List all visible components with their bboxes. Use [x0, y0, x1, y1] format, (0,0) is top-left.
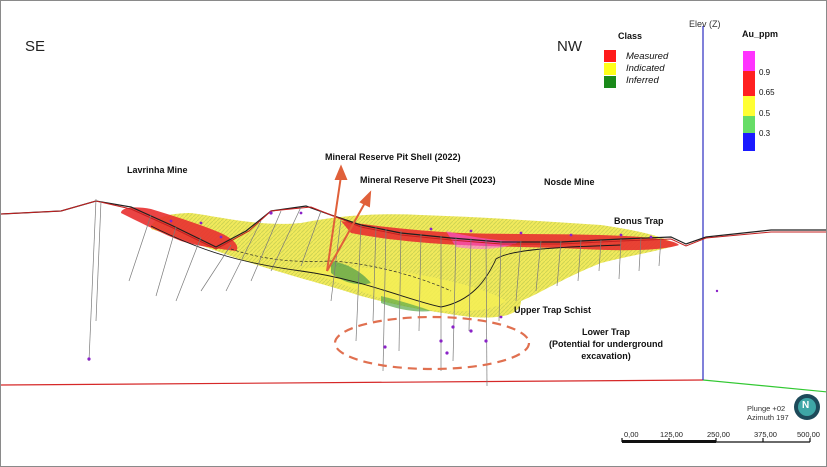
lower-trap-title: Lower Trap	[581, 327, 630, 337]
elevation-axis-label: Elev (Z)	[689, 19, 721, 29]
label-pit-shell-2023: Mineral Reserve Pit Shell (2023)	[360, 175, 496, 185]
class-legend-title: Class	[618, 31, 643, 41]
grade-label-1: 0.65	[759, 88, 775, 97]
grade-swatch-2	[743, 96, 755, 116]
drillholes	[88, 198, 662, 387]
scale-tick-4: 500,00	[797, 430, 820, 439]
label-bonus-trap: Bonus Trap	[614, 216, 664, 226]
scale-tick-3: 375,00	[754, 430, 777, 439]
class-label-indicated: Indicated	[626, 63, 665, 74]
label-lower-trap: Lower Trap (Potential for underground ex…	[541, 327, 671, 361]
grade-swatch-0	[743, 51, 755, 71]
plunge-readout: Plunge +02	[747, 404, 786, 413]
class-label-inferred: Inferred	[626, 75, 659, 86]
sample-points	[87, 211, 719, 361]
class-label-measured: Measured	[626, 51, 669, 62]
scale-tick-1: 125,00	[660, 430, 683, 439]
grade-legend-title: Au_ppm	[742, 29, 778, 39]
compass-north-letter: N	[802, 400, 810, 411]
measured-zone-right	[341, 221, 679, 251]
base-line-red	[1, 379, 704, 386]
lower-trap-note-line-2: excavation)	[581, 351, 631, 361]
grade-swatch-4	[743, 133, 755, 151]
grade-label-2: 0.5	[759, 109, 771, 118]
azimuth-readout: Azimuth 197	[747, 413, 789, 422]
scale-tick-0: 0,00	[624, 430, 639, 439]
label-pit-shell-2022: Mineral Reserve Pit Shell (2022)	[325, 152, 461, 162]
orientation-label-nw: NW	[557, 38, 582, 55]
pit-shell-arrows	[326, 164, 372, 272]
base-line-green	[702, 379, 826, 393]
label-nosde-mine: Nosde Mine	[544, 177, 595, 187]
grade-label-3: 0.3	[759, 129, 771, 138]
label-lavrinha-mine: Lavrinha Mine	[127, 165, 188, 175]
class-swatch-measured	[604, 50, 616, 62]
orientation-label-se: SE	[25, 38, 46, 55]
class-swatch-indicated	[604, 63, 616, 75]
scale-tick-2: 250,00	[707, 430, 730, 439]
lower-trap-ellipse	[333, 315, 531, 371]
label-upper-trap-schist: Upper Trap Schist	[514, 305, 592, 315]
class-swatch-inferred	[604, 76, 616, 88]
grade-label-0: 0.9	[759, 68, 771, 77]
grade-swatch-1	[743, 71, 755, 96]
lower-trap-note-line-1: (Potential for underground	[549, 339, 663, 349]
inferred-patch-2	[381, 296, 431, 312]
grade-swatch-3	[743, 116, 755, 133]
compass-icon	[794, 394, 820, 420]
